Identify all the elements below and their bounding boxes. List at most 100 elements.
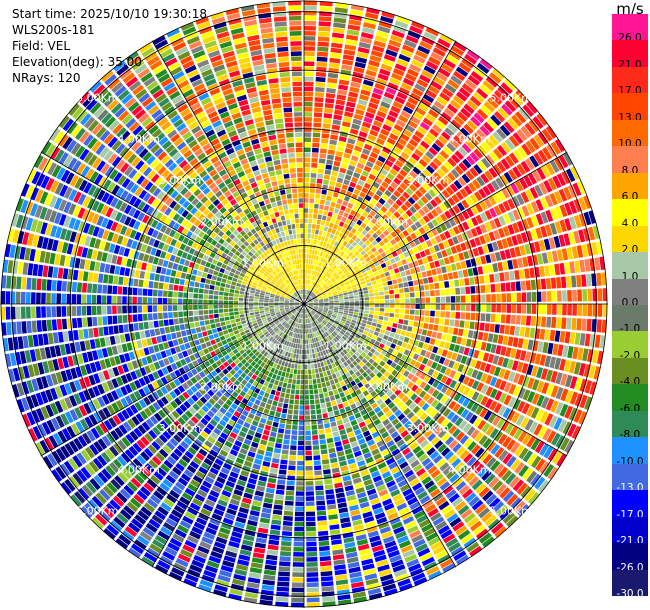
range-gate xyxy=(480,341,487,351)
range-gate xyxy=(315,245,320,251)
range-gate xyxy=(478,450,489,462)
range-gate xyxy=(310,317,313,322)
range-gate xyxy=(425,89,437,99)
range-gate xyxy=(307,306,312,310)
range-gate xyxy=(370,540,383,548)
range-gate xyxy=(339,281,344,286)
range-gate xyxy=(334,230,340,236)
range-gate xyxy=(469,277,475,285)
range-gate xyxy=(349,342,355,348)
range-gate xyxy=(295,317,298,322)
range-gate xyxy=(535,227,543,239)
range-gate xyxy=(216,423,224,431)
range-gate xyxy=(342,234,348,240)
range-gate xyxy=(100,451,112,464)
range-gate xyxy=(372,368,379,375)
range-gate xyxy=(588,365,596,379)
range-gate xyxy=(357,285,362,290)
range-gate xyxy=(489,219,497,230)
range-gate xyxy=(402,325,408,331)
range-gate xyxy=(411,193,420,202)
range-gate xyxy=(336,214,343,221)
range-gate xyxy=(317,296,323,299)
range-gate xyxy=(497,190,506,201)
range-gate xyxy=(439,481,451,491)
range-gate xyxy=(311,294,316,298)
range-gate xyxy=(475,256,482,266)
range-gate xyxy=(278,381,284,387)
range-gate xyxy=(339,305,344,308)
range-gate xyxy=(481,304,486,312)
range-gate xyxy=(549,264,556,276)
range-gate xyxy=(318,261,322,267)
range-gate xyxy=(305,425,311,431)
range-gate xyxy=(317,214,323,220)
range-gate xyxy=(182,336,189,343)
range-gate xyxy=(324,354,329,360)
range-gate xyxy=(355,357,361,364)
range-gate xyxy=(381,193,389,201)
range-gate xyxy=(409,170,418,179)
range-gate xyxy=(379,402,387,410)
range-gate xyxy=(344,255,350,261)
range-gate xyxy=(443,107,455,118)
range-gate xyxy=(573,198,583,213)
range-gate xyxy=(475,483,487,494)
range-gate xyxy=(328,297,334,300)
range-gate xyxy=(283,377,289,383)
range-gate xyxy=(184,410,193,419)
range-gate xyxy=(382,222,390,229)
range-gate xyxy=(315,325,319,331)
range-gate xyxy=(347,458,356,465)
range-gate xyxy=(307,269,310,274)
range-gate xyxy=(521,363,529,374)
range-gate xyxy=(397,413,406,421)
range-gate xyxy=(462,423,472,433)
range-gate xyxy=(488,167,498,179)
range-gate xyxy=(496,304,501,313)
range-gate xyxy=(334,329,339,334)
range-gate xyxy=(460,337,467,346)
range-gate xyxy=(444,397,453,407)
range-gate xyxy=(490,93,503,106)
range-gate xyxy=(487,518,501,531)
range-gate xyxy=(269,529,281,536)
range-gate xyxy=(327,442,335,449)
range-gate xyxy=(332,405,339,411)
range-gate xyxy=(334,300,339,303)
range-gate xyxy=(342,367,348,374)
range-gate xyxy=(288,319,293,325)
range-gate xyxy=(335,445,344,452)
range-gate xyxy=(390,385,398,393)
range-gate xyxy=(182,391,190,400)
range-gate xyxy=(556,453,567,467)
range-gate xyxy=(465,312,471,320)
range-gate xyxy=(305,294,308,300)
range-gate xyxy=(450,296,456,303)
range-gate xyxy=(316,219,321,225)
range-gate xyxy=(518,107,531,121)
range-gate xyxy=(330,317,336,322)
range-gate xyxy=(309,399,315,405)
range-gate xyxy=(332,331,338,336)
range-gate xyxy=(466,541,480,553)
range-gate xyxy=(520,232,528,243)
range-gate xyxy=(134,379,142,389)
range-gate xyxy=(317,318,322,323)
range-gate xyxy=(277,474,286,480)
range-gate xyxy=(430,297,436,303)
range-gate xyxy=(312,137,320,143)
range-gate xyxy=(382,535,395,544)
range-gate xyxy=(311,229,316,234)
range-gate xyxy=(516,129,528,142)
range-gate xyxy=(187,568,201,578)
range-gate xyxy=(237,336,243,342)
range-gate xyxy=(55,448,67,461)
range-gate xyxy=(190,429,199,438)
range-gate xyxy=(336,398,342,405)
range-gate xyxy=(290,315,295,320)
range-gate xyxy=(368,59,380,68)
range-gate xyxy=(418,519,431,529)
range-gate xyxy=(260,512,271,519)
range-gate xyxy=(397,155,407,164)
